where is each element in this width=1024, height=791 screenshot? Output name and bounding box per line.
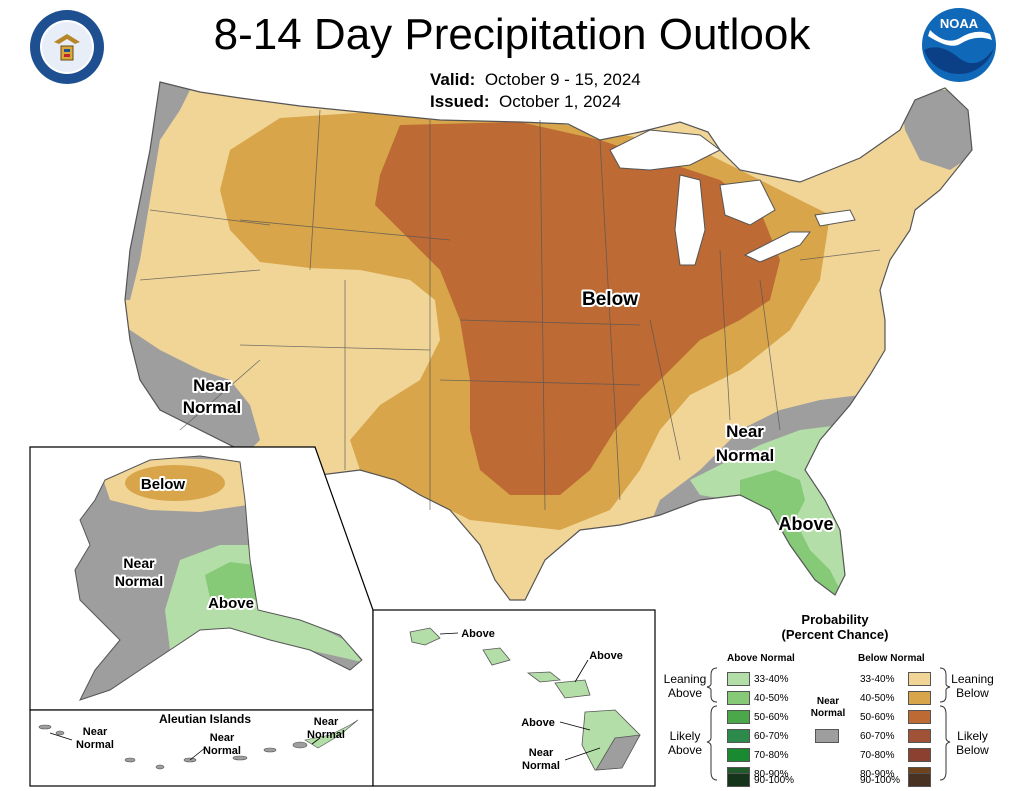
probability-legend: Probability (Percent Chance) Above Norma… <box>655 612 1010 787</box>
legend-below-range-1: 33-40% <box>860 674 908 685</box>
conus-near-normal-west-label-2: Normal <box>183 398 242 417</box>
alaska-above-label: Above <box>208 595 254 612</box>
legend-above-range-5: 70-80% <box>754 750 788 761</box>
legend-below-row-1: 33-40% <box>860 672 935 686</box>
legend-above-range-2: 40-50% <box>754 693 788 704</box>
legend-above-range-7-visible: 90-100% <box>754 775 794 786</box>
legend-above-range-4: 60-70% <box>754 731 788 742</box>
legend-above-swatch-2 <box>727 691 750 705</box>
legend-below-swatch-5 <box>908 748 931 762</box>
legend-below-row-4: 60-70% <box>860 729 935 743</box>
hawaii-above-label-2: Above <box>589 650 623 662</box>
legend-above-swatch-5 <box>727 748 750 762</box>
legend-below-range-2: 40-50% <box>860 693 908 704</box>
aleutian-near-label-3a: Near <box>314 716 339 728</box>
hawaii-above-label-3: Above <box>521 717 555 729</box>
aleutian-near-label-1b: Normal <box>76 739 114 751</box>
legend-below-row-5: 70-80% <box>860 748 935 762</box>
legend-below-range-5: 70-80% <box>860 750 908 761</box>
legend-above-row-7-visible: 90-100% <box>727 773 794 787</box>
legend-above-range-1: 33-40% <box>754 674 788 685</box>
aleutian-near-label-2a: Near <box>210 732 235 744</box>
legend-above-swatch-7-visible <box>727 773 750 787</box>
alaska-near-normal-label-2: Normal <box>115 573 163 589</box>
aleutian-near-label-3b: Normal <box>307 729 345 741</box>
legend-braces <box>655 612 1010 787</box>
legend-above-swatch-3 <box>727 710 750 724</box>
legend-above-row-2: 40-50% <box>727 691 788 705</box>
legend-below-range-3: 50-60% <box>860 712 908 723</box>
hawaii-above-label-1: Above <box>461 628 495 640</box>
alaska-below-label: Below <box>141 476 186 493</box>
legend-below-row-3: 50-60% <box>860 710 935 724</box>
legend-below-swatch-2 <box>908 691 931 705</box>
legend-below-row-7: 90-100% <box>860 773 935 787</box>
legend-below-swatch-7 <box>908 773 931 787</box>
aleutian-title: Aleutian Islands <box>159 712 251 726</box>
conus-near-normal-west-label-1: Near <box>193 376 231 395</box>
legend-above-row-1: 33-40% <box>727 672 788 686</box>
hawaii-near-label-2: Normal <box>522 760 560 772</box>
legend-above-swatch-4 <box>727 729 750 743</box>
conus-above-label: Above <box>778 514 833 534</box>
legend-below-range-7: 90-100% <box>860 775 908 786</box>
legend-above-swatch-1 <box>727 672 750 686</box>
alaska-near-normal-label-1: Near <box>123 555 155 571</box>
conus-below-label: Below <box>582 289 638 310</box>
aleutian-near-label-2b: Normal <box>203 745 241 757</box>
legend-below-swatch-4 <box>908 729 931 743</box>
conus-near-normal-east-label-2: Normal <box>716 446 775 465</box>
legend-above-range-3: 50-60% <box>754 712 788 723</box>
legend-above-row-4: 60-70% <box>727 729 788 743</box>
legend-below-swatch-1 <box>908 672 931 686</box>
hawaii-near-label-1: Near <box>529 747 554 759</box>
legend-below-row-2: 40-50% <box>860 691 935 705</box>
conus-near-normal-east-label-1: Near <box>726 422 764 441</box>
aleutian-near-label-1a: Near <box>83 726 108 738</box>
legend-above-row-5: 70-80% <box>727 748 788 762</box>
legend-below-range-4: 60-70% <box>860 731 908 742</box>
legend-above-row-3: 50-60% <box>727 710 788 724</box>
legend-below-swatch-3 <box>908 710 931 724</box>
